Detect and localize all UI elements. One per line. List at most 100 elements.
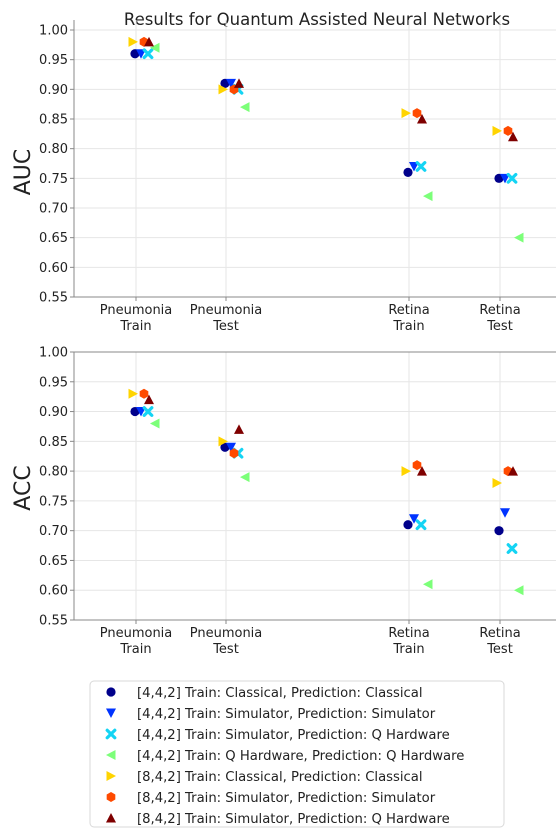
y-tick-label: 0.90 — [39, 405, 68, 420]
data-point-triangle-left — [514, 232, 524, 243]
x-tick-label: Test — [486, 642, 513, 657]
data-point-x — [415, 519, 427, 531]
x-tick-label: Test — [212, 319, 239, 334]
data-point-x — [506, 172, 518, 184]
data-point-triangle-up — [144, 394, 154, 405]
x-tick-label: Retina — [479, 303, 520, 318]
data-point-x — [142, 48, 154, 60]
x-tick-label: Test — [486, 319, 513, 334]
x-tick-label: Pneumonia — [100, 626, 173, 641]
data-point-triangle-left — [150, 418, 160, 429]
y-tick-label: 1.00 — [39, 346, 68, 361]
data-point-triangle-down — [136, 49, 146, 59]
data-point-triangle-down — [500, 508, 510, 518]
legend-label: [4,4,2] Train: Classical, Prediction: Cl… — [137, 686, 423, 701]
data-point-triangle-up — [508, 466, 518, 476]
data-point-triangle-left — [423, 191, 433, 202]
legend-label: [8,4,2] Train: Classical, Prediction: Cl… — [137, 770, 423, 785]
data-point-triangle-up — [144, 36, 154, 47]
legend-marker-triangle-left — [106, 750, 116, 760]
data-point-triangle-up — [417, 466, 427, 476]
data-point-triangle-down — [409, 514, 419, 524]
legend-label: [4,4,2] Train: Q Hardware, Prediction: Q… — [137, 749, 464, 764]
x-tick-label: Train — [392, 319, 424, 334]
y-tick-label: 0.65 — [39, 231, 68, 246]
data-point-hexagon — [139, 388, 149, 399]
data-point-triangle-left — [514, 585, 524, 596]
legend-box — [89, 680, 505, 828]
data-point-hexagon — [412, 460, 422, 471]
legend-marker-circle — [106, 687, 116, 697]
data-point-triangle-left — [423, 579, 433, 590]
data-point-triangle-right — [128, 36, 138, 47]
data-point-triangle-right — [492, 125, 502, 136]
y-tick-label: 0.65 — [39, 554, 68, 569]
y-tick-label: 1.00 — [39, 24, 68, 39]
y-tick-label: 0.90 — [39, 83, 68, 98]
y-tick-label: 0.95 — [39, 375, 68, 390]
data-point-triangle-right — [401, 108, 411, 119]
legend-label: [8,4,2] Train: Simulator, Prediction: Si… — [137, 791, 436, 806]
legend-label: [8,4,2] Train: Simulator, Prediction: Q … — [137, 812, 450, 827]
y-tick-label: 0.60 — [39, 584, 68, 599]
auc-panel: AUC 0.55 0.60 0.65 0.70 0.75 0.80 0.85 0.90 0.95… — [11, 20, 556, 334]
legend-marker-triangle-down — [106, 708, 116, 718]
data-point-triangle-down — [409, 161, 419, 172]
data-point-triangle-up — [234, 78, 244, 88]
x-tick-label: Pneumonia — [190, 626, 263, 641]
data-point-hexagon — [412, 108, 422, 119]
y-tick-label: 0.55 — [39, 614, 68, 629]
data-point-x — [506, 543, 518, 554]
legend-label: [4,4,2] Train: Simulator, Prediction: Q … — [137, 728, 450, 743]
legend-marker-triangle-right — [106, 771, 116, 781]
x-tick-label: Train — [392, 642, 424, 657]
data-point-circle — [403, 520, 413, 530]
y-tick-label: 0.85 — [39, 435, 68, 450]
y-tick-label: 0.70 — [39, 524, 68, 539]
data-point-triangle-right — [128, 388, 138, 399]
y-tick-label: 0.85 — [39, 113, 68, 128]
y-tick-label: 0.55 — [39, 291, 68, 306]
legend-label: [4,4,2] Train: Simulator, Prediction: Si… — [137, 707, 436, 722]
y-tick-label: 0.70 — [39, 202, 68, 217]
legend-marker-x — [105, 728, 117, 740]
data-point-triangle-right — [492, 478, 502, 489]
legend-marker-triangle-up — [106, 813, 116, 823]
data-point-hexagon — [229, 448, 239, 459]
data-point-circle — [403, 167, 413, 177]
data-point-triangle-right — [401, 466, 411, 477]
x-tick-label: Pneumonia — [190, 303, 263, 318]
x-tick-label: Train — [119, 642, 151, 657]
chart-title: Results for Quantum Assisted Neural Netw… — [124, 10, 510, 29]
y-tick-label: 0.60 — [39, 261, 68, 276]
x-tick-label: Train — [119, 319, 151, 334]
data-point-triangle-down — [136, 407, 146, 417]
y-axis-label: ACC — [11, 465, 36, 510]
x-tick-label: Retina — [479, 626, 520, 641]
data-point-triangle-up — [417, 114, 427, 124]
x-tick-label: Pneumonia — [100, 303, 173, 318]
data-point-x — [142, 406, 154, 417]
data-point-triangle-left — [150, 42, 160, 53]
y-tick-label: 0.75 — [39, 172, 68, 187]
data-point-x — [415, 161, 427, 172]
data-point-hexagon — [503, 125, 513, 136]
data-point-triangle-up — [508, 131, 518, 142]
data-point-triangle-down — [500, 173, 510, 184]
data-point-triangle-right — [218, 436, 228, 447]
data-point-triangle-left — [240, 472, 250, 483]
y-axis-label: AUC — [11, 149, 36, 196]
data-point-circle — [494, 526, 504, 536]
y-tick-label: 0.80 — [39, 142, 68, 157]
x-tick-label: Retina — [388, 626, 429, 641]
y-tick-label: 0.75 — [39, 494, 68, 509]
data-point-triangle-right — [218, 84, 228, 95]
y-tick-label: 0.80 — [39, 465, 68, 480]
data-point-triangle-up — [234, 424, 244, 434]
data-point-triangle-left — [240, 102, 250, 113]
data-point-triangle-down — [226, 442, 236, 453]
x-tick-label: Retina — [388, 303, 429, 318]
y-tick-label: 0.95 — [39, 53, 68, 68]
data-point-triangle-down — [226, 78, 236, 89]
